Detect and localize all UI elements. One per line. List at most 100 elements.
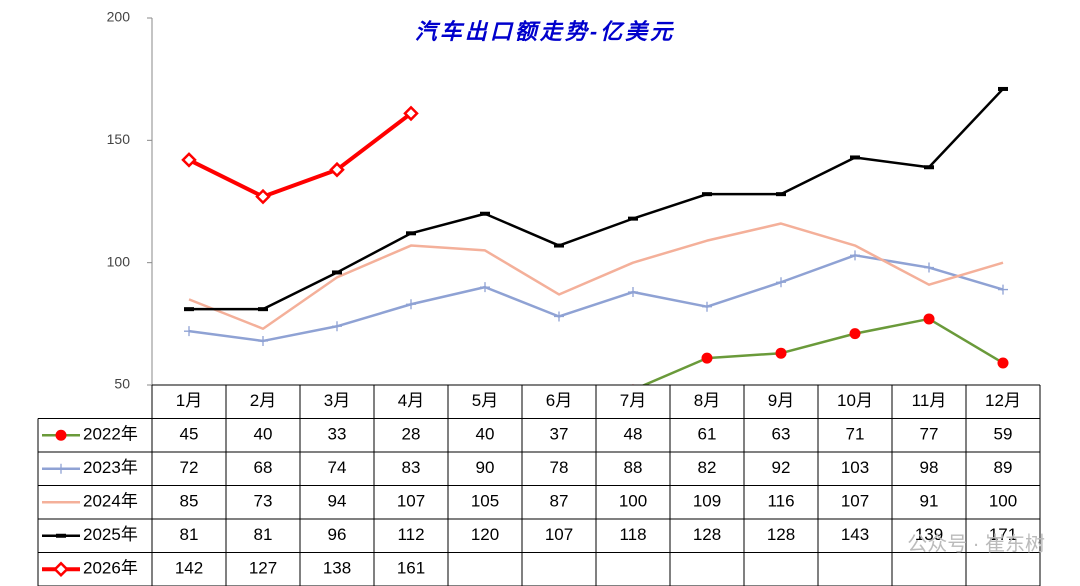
table-value: 81 [180, 525, 199, 544]
marker [924, 262, 934, 273]
table-value: 78 [550, 458, 569, 477]
legend-label: 2023年 [83, 458, 138, 477]
table-value: 161 [397, 559, 425, 578]
table-value: 87 [550, 492, 569, 511]
chart-title: 汽车出口额走势-亿美元 [415, 19, 675, 44]
x-tick-label: 11月 [912, 391, 947, 410]
marker [554, 311, 564, 322]
marker [258, 335, 268, 346]
table-value: 96 [328, 525, 347, 544]
legend-marker [55, 429, 67, 441]
watermark: 公众号 · 崔东树 [907, 532, 1045, 555]
x-tick-label: 6月 [546, 391, 572, 410]
table-value: 74 [328, 458, 347, 477]
marker [332, 321, 342, 332]
legend-label: 2026年 [83, 559, 138, 578]
table-value: 71 [846, 425, 865, 444]
marker [480, 282, 490, 293]
marker [850, 250, 860, 261]
table-value: 107 [397, 492, 425, 511]
table-value: 90 [476, 458, 495, 477]
table-value: 118 [619, 525, 646, 544]
table-value: 171 [989, 525, 1017, 544]
marker [998, 284, 1008, 295]
marker [849, 328, 861, 340]
marker [923, 313, 935, 325]
legend-marker [53, 561, 69, 578]
line [641, 317, 1004, 385]
table-value: 40 [254, 425, 273, 444]
marker [775, 347, 787, 359]
table-value: 138 [323, 559, 351, 578]
table-value: 107 [545, 525, 573, 544]
table-value: 92 [772, 458, 791, 477]
x-tick-label: 4月 [398, 391, 424, 410]
table-value: 128 [693, 525, 721, 544]
marker [554, 411, 565, 422]
marker [628, 287, 638, 298]
table-value: 28 [402, 425, 421, 444]
line [189, 88, 1004, 311]
x-tick-label: 9月 [768, 391, 794, 410]
table-value: 100 [989, 492, 1017, 511]
line [188, 111, 413, 199]
table-value: 89 [994, 458, 1013, 477]
table-value: 139 [915, 525, 943, 544]
table-value: 107 [841, 492, 869, 511]
table-value: 63 [772, 425, 791, 444]
legend-label: 2025年 [83, 525, 138, 544]
marker [701, 352, 713, 364]
marker [702, 301, 712, 312]
x-tick-label: 8月 [694, 391, 720, 410]
table-value: 100 [619, 492, 647, 511]
y-tick-label: 100 [107, 253, 131, 269]
marker [255, 188, 271, 205]
y-tick-label: 200 [107, 9, 131, 25]
line [188, 222, 1004, 330]
x-tick-label: 1月 [176, 391, 202, 410]
table-value: 142 [175, 559, 203, 578]
table-value: 116 [767, 492, 794, 511]
table-value: 94 [328, 492, 347, 511]
table-value: 72 [180, 458, 199, 477]
x-tick-label: 3月 [324, 391, 350, 410]
table-value: 40 [476, 425, 495, 444]
table-value: 77 [920, 425, 939, 444]
table-value: 127 [249, 559, 277, 578]
legend-label: 2022年 [83, 425, 138, 444]
table-value: 91 [920, 492, 939, 511]
table-value: 73 [254, 492, 273, 511]
marker [181, 152, 197, 168]
table-value: 120 [471, 525, 499, 544]
x-tick-label: 2月 [250, 391, 276, 410]
table-value: 48 [624, 425, 643, 444]
table-value: 88 [624, 458, 643, 477]
legend-marker [56, 463, 66, 474]
table-value: 85 [180, 492, 199, 511]
line [188, 254, 1004, 343]
marker [184, 326, 194, 337]
table-value: 68 [254, 458, 273, 477]
table-value: 105 [471, 492, 499, 511]
table-value: 143 [841, 525, 869, 544]
table-value: 128 [767, 525, 795, 544]
x-tick-label: 10月 [837, 391, 873, 410]
y-tick-label: 50 [114, 376, 130, 392]
table-value: 83 [402, 458, 421, 477]
y-tick-label: 150 [107, 131, 131, 147]
table-value: 109 [693, 492, 721, 511]
table-value: 81 [254, 525, 273, 544]
table-value: 61 [698, 425, 717, 444]
marker [997, 357, 1009, 369]
table-value: 59 [994, 425, 1013, 444]
marker [329, 161, 345, 178]
table-value: 33 [328, 425, 347, 444]
table-value: 98 [920, 458, 939, 477]
x-tick-label: 12月 [985, 391, 1021, 410]
table-value: 103 [841, 458, 869, 477]
x-tick-label: 7月 [620, 391, 646, 410]
table-value: 112 [397, 525, 424, 544]
table-value: 45 [180, 425, 199, 444]
plot-area [181, 86, 1009, 422]
